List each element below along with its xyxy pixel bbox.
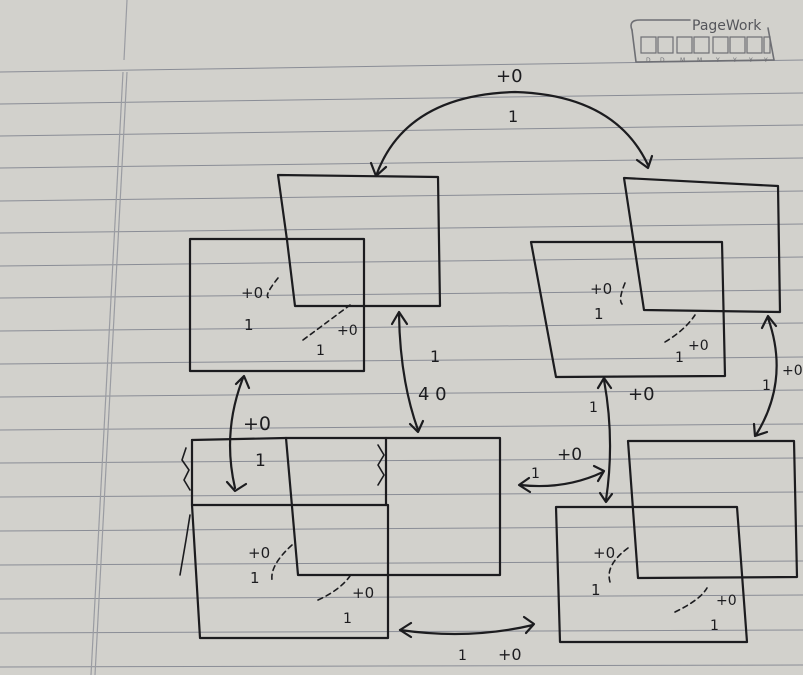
edge-label-bottom: 4 0 [418, 384, 447, 405]
edge-label-top: 1 [458, 648, 467, 664]
self-loop-lower-bottom-label: 1 [316, 343, 325, 359]
self-loop-upper-label: +0 [248, 544, 270, 562]
edge-label-bottom: +0 [628, 384, 655, 405]
self-loop-upper-bottom-label: 1 [591, 581, 601, 599]
self-loop-lower-bottom-label: 1 [710, 618, 719, 634]
edge-label-bottom: +0 [498, 645, 522, 664]
node-bottom-left: +0 1 +0 1 [180, 438, 500, 638]
left-margin-line [95, 72, 127, 675]
node-bottom-left-upper-square [286, 438, 500, 575]
self-loop-lower-bottom-label: 1 [675, 350, 684, 366]
self-loop-upper [621, 283, 625, 304]
pagework-brand: PageWork [692, 18, 762, 34]
node-top-right-lower-square [531, 242, 725, 377]
edge-label-top: 1 [762, 378, 771, 394]
node-bottom-right: +0 1 +0 1 [556, 441, 797, 642]
edge-center-diagonal: 1 4 0 [392, 312, 447, 432]
edge-label-bottom: +0 [782, 363, 803, 379]
node-top-left-upper-square [278, 175, 440, 306]
self-loop-lower [675, 588, 707, 612]
edge-label-top: +0 [496, 66, 523, 87]
self-loop-lower-label: +0 [688, 338, 709, 354]
edge-label-bottom: 1 [508, 107, 518, 126]
edge-top-arc: +0 1 [371, 66, 652, 176]
date-slot-label: M [697, 57, 702, 64]
edge-label-bottom: +0 [557, 445, 582, 465]
self-loop-lower [318, 576, 350, 600]
date-slot-boxes [641, 37, 770, 53]
edge-label-top: +0 [243, 413, 271, 435]
edge-bottom-horizontal: 1 +0 [400, 617, 534, 664]
date-slot-label: Y [732, 57, 737, 64]
date-slot-label: M [680, 57, 685, 64]
node-bottom-left-lower-square [192, 505, 388, 638]
edge-left-vertical: +0 1 [227, 376, 271, 491]
top-margin-line [124, 0, 127, 60]
self-loop-upper-label: +0 [241, 284, 263, 302]
self-loop-lower-bottom-label: 1 [343, 611, 352, 627]
scribble-mark [180, 515, 190, 575]
self-loop-upper-label: +0 [593, 544, 615, 562]
arrowhead [227, 482, 246, 491]
scribble-mark [378, 445, 384, 485]
edge-middle-horizontal: 1 +0 [519, 445, 604, 492]
date-slot-label: Y [715, 57, 720, 64]
date-slot-label: Y [763, 57, 768, 64]
self-loop-lower-label: +0 [716, 593, 737, 609]
node-top-left: +0 1 +0 1 [190, 175, 440, 371]
date-slot-label: D [660, 57, 665, 64]
edge-label-top: 1 [430, 347, 440, 366]
self-loop-upper-bottom-label: 1 [250, 569, 260, 587]
self-loop-upper-label: +0 [590, 280, 612, 298]
edge-label-top: 1 [589, 400, 598, 416]
self-loop-upper [272, 545, 292, 580]
edge-label-bottom: 1 [255, 451, 266, 471]
scribble-mark [182, 448, 190, 490]
self-loop-upper-bottom-label: 1 [244, 316, 254, 334]
date-slot-label: Y [748, 57, 753, 64]
node-top-right: +0 1 +0 1 [531, 178, 780, 377]
date-slot-label: D [646, 57, 651, 64]
node-bottom-right-upper-square [628, 441, 797, 578]
edge-label-top: 1 [531, 466, 540, 482]
self-loop-upper-bottom-label: 1 [594, 305, 604, 323]
edge-far-right-diagonal: 1 +0 [754, 316, 803, 436]
self-loop-lower-label: +0 [337, 323, 358, 339]
self-loop-lower-label: +0 [352, 584, 374, 602]
